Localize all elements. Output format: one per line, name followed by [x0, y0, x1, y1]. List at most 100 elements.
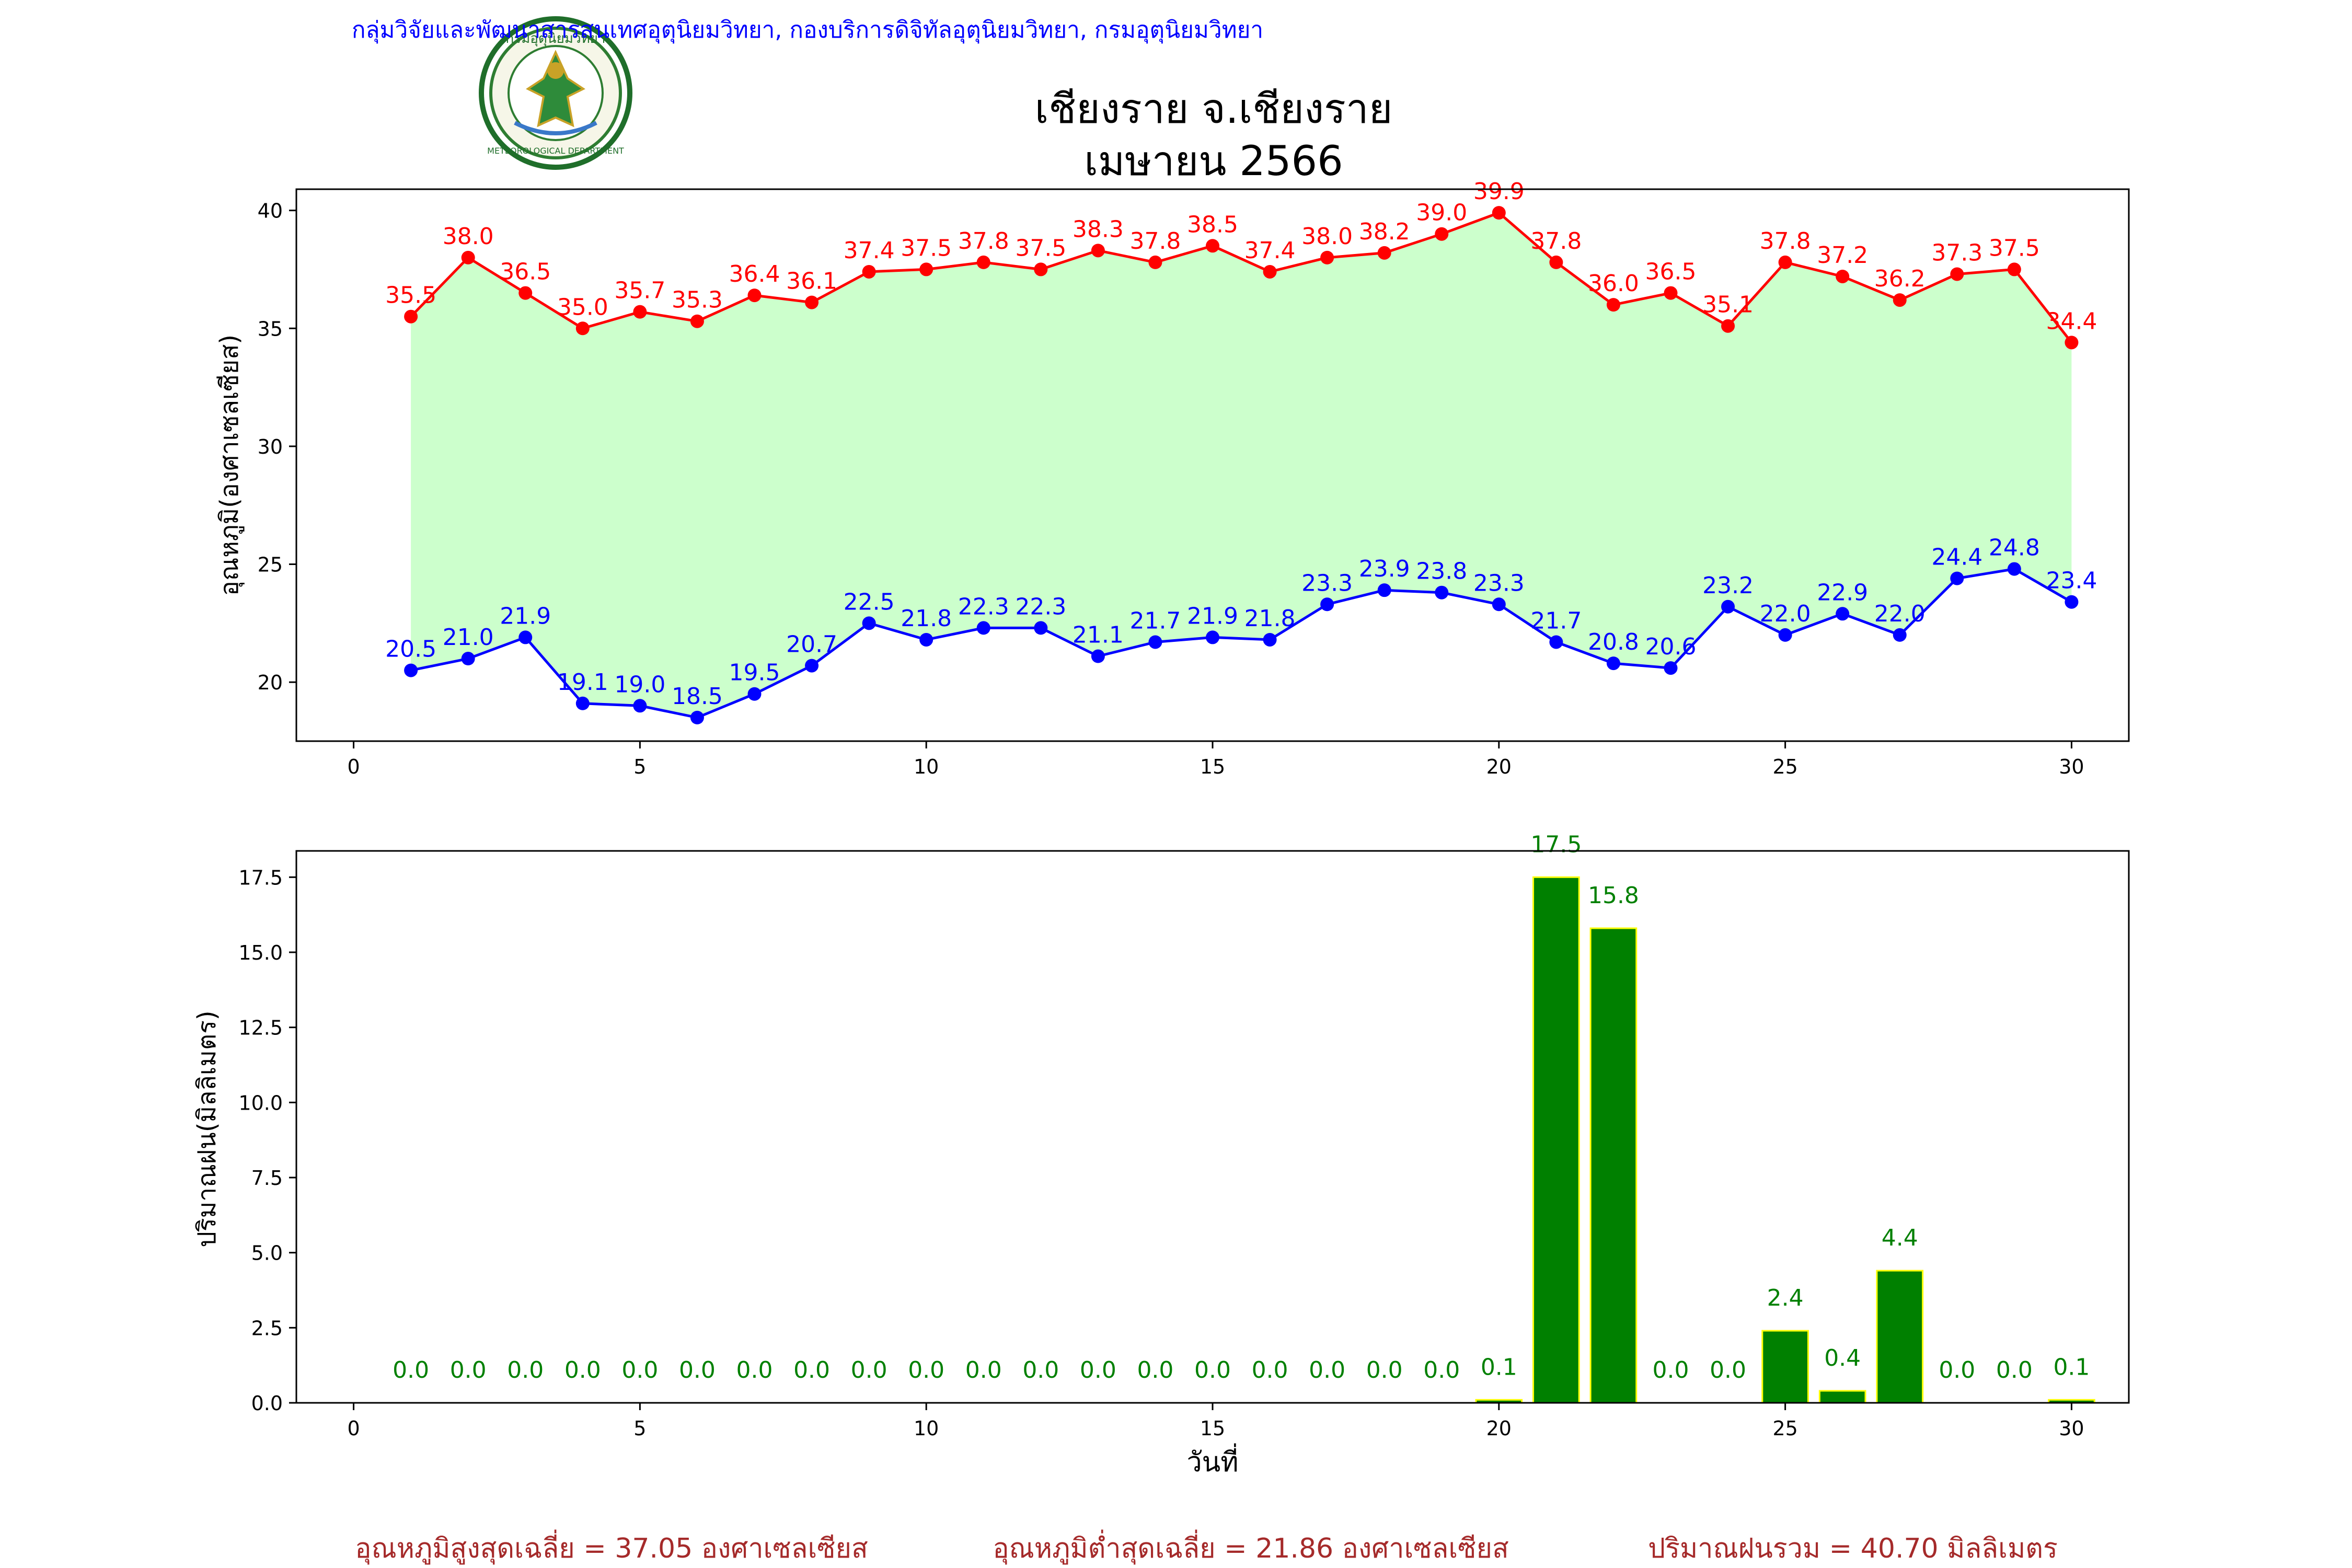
temperature-min-point: [1206, 630, 1219, 644]
chart-title-line2: เมษายน 2566: [1084, 138, 1343, 185]
temperature-max-point: [1263, 264, 1277, 279]
temperature-min-point: [1778, 628, 1792, 642]
rainfall-value-label: 0.0: [908, 1357, 944, 1383]
temperature-max-point: [1606, 298, 1620, 312]
temperature-min-value-label: 22.5: [844, 589, 895, 615]
temperature-min-point: [747, 687, 762, 701]
rainfall-y-tick-label: 7.5: [251, 1167, 283, 1190]
rainfall-value-label: 17.5: [1530, 831, 1582, 858]
temperature-min-value-label: 20.6: [1645, 633, 1697, 660]
temperature-max-value-label: 38.0: [1301, 223, 1353, 250]
temperature-min-value-label: 21.0: [443, 624, 494, 651]
temperature-max-point: [404, 309, 418, 324]
temperature-max-point: [1435, 227, 1449, 241]
temperature-min-line: [410, 567, 2072, 719]
temperature-max-value-label: 37.5: [1015, 235, 1066, 261]
temperature-max-value-label: 35.0: [557, 294, 608, 320]
rainfall-value-label: 0.1: [1481, 1354, 1517, 1380]
rainfall-x-tick-label: 15: [1200, 1417, 1225, 1440]
temperature-min-value-label: 22.3: [1015, 593, 1066, 620]
temperature-max-value-label: 36.1: [786, 268, 837, 295]
temperature-max-value-label: 37.3: [1931, 239, 1982, 266]
temperature-max-value-label: 39.9: [1473, 178, 1525, 205]
rainfall-y-tick-label: 0.0: [251, 1392, 283, 1415]
temperature-max-point: [1893, 293, 1907, 307]
temperature-max-value-label: 36.2: [1874, 266, 1926, 292]
temperature-max-point: [1492, 206, 1506, 220]
temperature-min-point: [1893, 628, 1907, 642]
temperature-max-point: [2065, 336, 2079, 350]
rainfall-value-label: 0.0: [1309, 1357, 1345, 1383]
rainfall-value-label: 0.1: [2053, 1354, 2090, 1380]
temperature-x-ticks: 0 5 10 15 20 25 30: [347, 741, 2084, 778]
temperature-min-value-label: 23.9: [1359, 556, 1410, 582]
rainfall-value-label: 0.0: [1366, 1357, 1403, 1383]
temperature-x-tick-label: 25: [1772, 755, 1797, 778]
temperature-min-value-label: 21.1: [1073, 622, 1124, 649]
rainfall-value-label: 0.0: [1710, 1357, 1746, 1383]
temperature-min-point: [1091, 649, 1105, 663]
temperature-min-value-label: 24.4: [1931, 544, 1982, 571]
temperature-max-point: [2007, 262, 2021, 276]
temperature-min-point: [518, 630, 533, 644]
rainfall-value-label: 15.8: [1588, 882, 1639, 909]
temperature-max-point: [575, 321, 590, 336]
rainfall-y-tick-label: 5.0: [251, 1242, 283, 1265]
rainfall-value-label: 0.0: [507, 1357, 544, 1383]
temperature-max-value-label: 38.2: [1359, 218, 1410, 245]
temperature-min-point: [1377, 583, 1391, 597]
temperature-min-point: [1721, 599, 1735, 614]
temperature-max-point: [1549, 255, 1563, 269]
temperature-max-value-label: 38.0: [443, 223, 494, 250]
temperature-y-tick-label: 20: [258, 671, 283, 694]
rainfall-value-label: 0.0: [564, 1357, 601, 1383]
temperature-chart: 35.538.036.535.035.7 35.336.4 36.137.4 37.5…: [215, 178, 2130, 778]
rainfall-value-label: 0.0: [393, 1357, 429, 1383]
temperature-min-value-label: 21.8: [901, 605, 952, 632]
temperature-max-point: [919, 262, 933, 276]
temperature-min-point: [690, 710, 704, 724]
temperature-min-value-label: 21.9: [1187, 603, 1238, 629]
rainfall-bar: [1761, 1330, 1809, 1404]
temperature-max-value-label: 35.5: [385, 282, 436, 309]
temperature-min-point: [2007, 562, 2021, 576]
temperature-x-tick-label: 30: [2059, 755, 2084, 778]
rainfall-y-tick-label: 15.0: [238, 941, 283, 964]
organization-line: กลุ่มวิจัยและพัฒนาสารสนเทศอุตุนิยมวิทยา,…: [352, 17, 1263, 44]
temperature-max-point: [518, 286, 533, 300]
temperature-min-value-label: 23.8: [1416, 558, 1467, 585]
temperature-y-ticks: 20 25 30 35 40: [258, 200, 296, 694]
temperature-max-point: [633, 305, 647, 319]
temperature-min-value-label: 21.8: [1244, 605, 1296, 632]
temperature-labels-layer: 35.538.036.535.035.7 35.336.4 36.137.4 37.5…: [385, 178, 2097, 710]
temperature-max-value-label: 37.4: [1244, 237, 1296, 264]
footer-average-max: อุณหภูมิสูงสุดเฉลี่ย = 37.05 องศาเซลเซีย…: [355, 1529, 868, 1565]
temperature-max-value-label: 35.1: [1702, 292, 1754, 318]
rainfall-value-label: 0.0: [1423, 1357, 1460, 1383]
temperature-min-value-label: 20.8: [1588, 629, 1639, 655]
temperature-y-axis-label: อุณหภูมิ(องศาเซลเซียส): [215, 335, 245, 596]
temperature-x-tick-label: 0: [347, 755, 360, 778]
temperature-max-point: [1836, 269, 1850, 283]
rainfall-x-tick-label: 10: [914, 1417, 939, 1440]
temperature-min-point: [1435, 585, 1449, 599]
rainfall-x-tick-label: 30: [2059, 1417, 2084, 1440]
temperature-min-value-label: 22.9: [1817, 579, 1868, 606]
temperature-min-point: [461, 652, 475, 666]
temperature-x-tick-label: 20: [1486, 755, 1512, 778]
temperature-max-point: [1148, 255, 1162, 269]
temperature-max-point: [747, 289, 762, 303]
rainfall-value-label: 0.0: [965, 1357, 1002, 1383]
rainfall-y-tick-label: 10.0: [238, 1091, 283, 1114]
temperature-max-value-label: 39.0: [1416, 200, 1467, 226]
rainfall-y-tick-label: 12.5: [238, 1017, 283, 1040]
temperature-range-fill: [411, 213, 2072, 718]
temperature-min-value-label: 18.5: [672, 683, 723, 710]
chart-title-line1: เชียงราย จ.เชียงราย: [1035, 86, 1393, 133]
rainfall-x-tick-label: 0: [347, 1417, 360, 1440]
temperature-y-tick-label: 35: [258, 317, 283, 340]
rainfall-value-label: 0.0: [1996, 1357, 2033, 1383]
temperature-min-point: [919, 632, 933, 647]
temperature-max-value-label: 37.5: [1989, 235, 2040, 261]
